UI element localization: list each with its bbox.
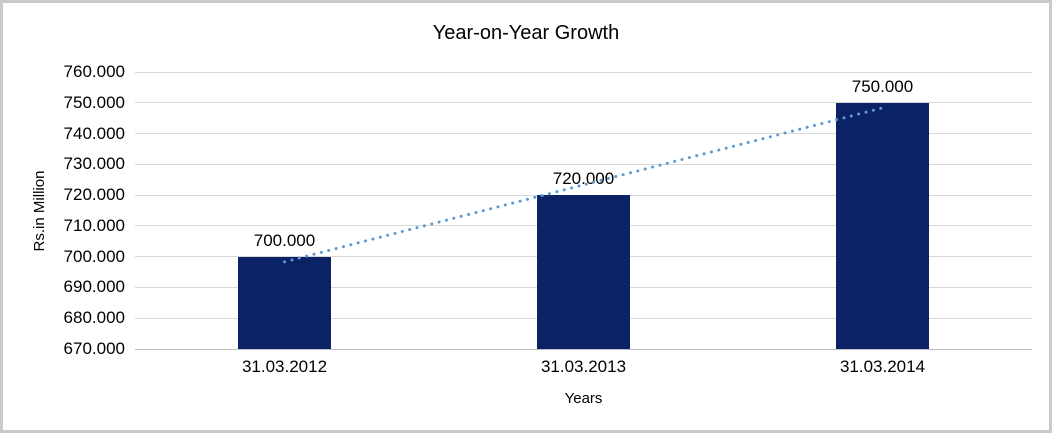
x-category-label: 31.03.2012 bbox=[241, 357, 328, 376]
chart-title: Year-on-Year Growth bbox=[432, 22, 620, 44]
y-tick-label: 720.000 bbox=[63, 185, 125, 205]
y-tick-label: 750.000 bbox=[63, 92, 125, 112]
x-category-label: 31.03.2013 bbox=[540, 357, 627, 376]
y-tick-label: 740.000 bbox=[63, 123, 125, 143]
y-tick-label: 760.000 bbox=[63, 62, 125, 81]
gridline bbox=[135, 102, 1032, 104]
gridline bbox=[135, 71, 1032, 73]
y-tick-label: 690.000 bbox=[63, 277, 125, 297]
bar bbox=[836, 102, 929, 349]
x-category-label: 31.03.2014 bbox=[839, 357, 926, 376]
y-tick-label: 670.000 bbox=[63, 339, 125, 358]
bar-value-label: 750.000 bbox=[851, 76, 914, 96]
y-tick-label: 730.000 bbox=[63, 154, 125, 174]
bar bbox=[537, 195, 630, 349]
y-tick-label: 680.000 bbox=[63, 308, 125, 328]
y-tick-label: 700.000 bbox=[63, 246, 125, 266]
x-axis-line bbox=[135, 348, 1032, 350]
x-axis-title: Years bbox=[564, 390, 603, 407]
y-tick-label: 710.000 bbox=[63, 215, 125, 235]
bar-value-label: 700.000 bbox=[253, 230, 316, 250]
bar-value-label: 720.000 bbox=[552, 169, 615, 189]
bar bbox=[238, 256, 331, 349]
